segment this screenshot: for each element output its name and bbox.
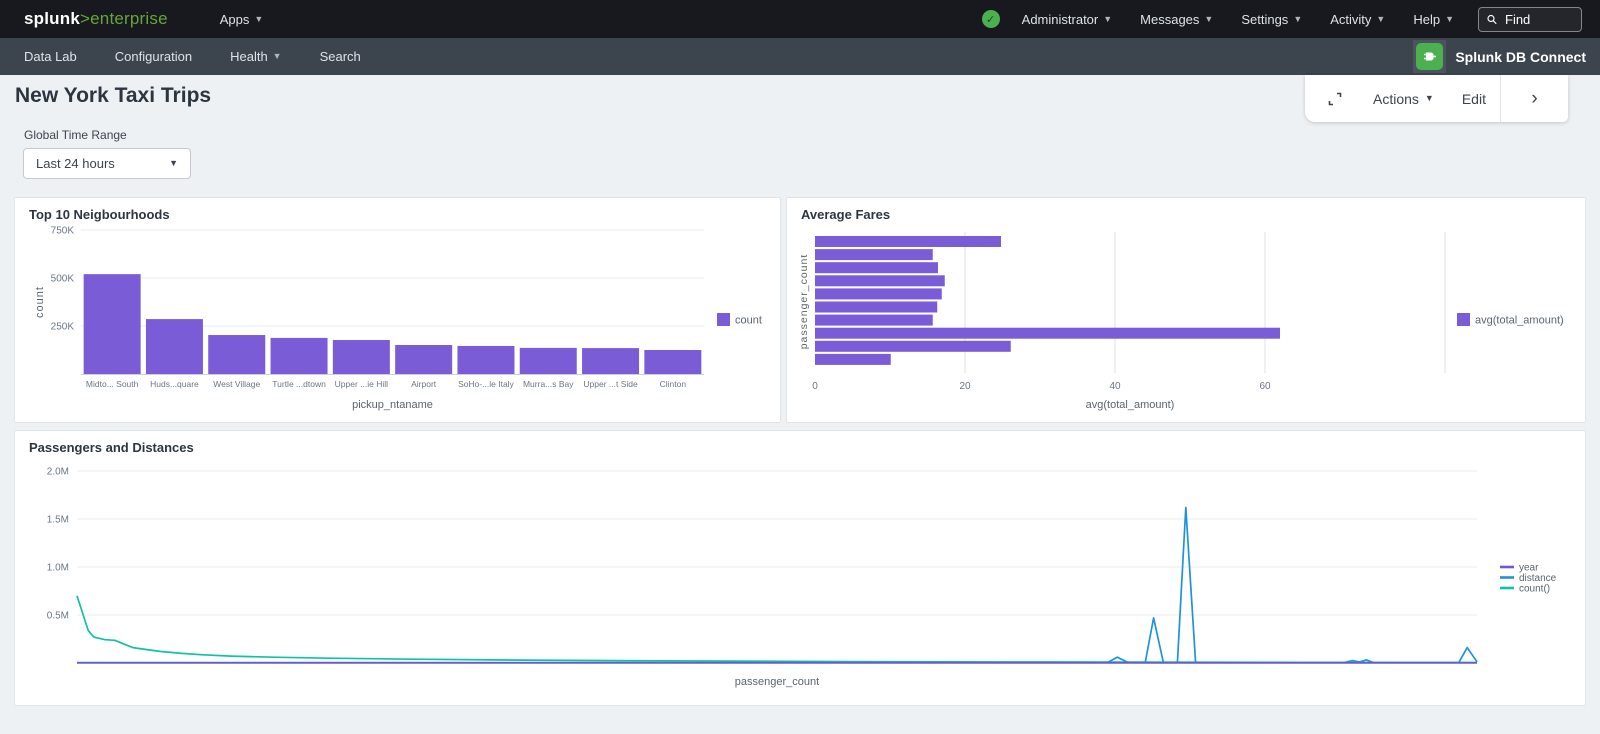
- svg-text:Midto... South: Midto... South: [86, 379, 139, 389]
- svg-text:Airport: Airport: [411, 379, 437, 389]
- caret-down-icon: ▼: [254, 13, 264, 24]
- caret-down-icon: ▼: [1376, 13, 1386, 24]
- passengers-distances-line-chart[interactable]: 2.0M 1.5M 1.0M 0.5M passenger_count yeardista…: [29, 455, 1573, 693]
- svg-text:40: 40: [1109, 381, 1121, 392]
- caret-down-icon: ▼: [169, 158, 178, 168]
- caret-down-icon: ▼: [1424, 93, 1434, 103]
- app-name: Splunk DB Connect: [1455, 48, 1586, 65]
- edit-button[interactable]: Edit: [1461, 90, 1486, 107]
- panel-title: Passengers and Distances: [29, 440, 194, 455]
- svg-text:20: 20: [959, 381, 971, 392]
- dashboard-toolbar: Actions ▼ Edit ›: [1305, 75, 1568, 122]
- svg-text:passenger_count: passenger_count: [801, 254, 810, 350]
- svg-text:0: 0: [812, 381, 818, 392]
- svg-text:Upper ...t Side: Upper ...t Side: [583, 379, 638, 389]
- svg-text:count: count: [735, 315, 762, 327]
- svg-text:distance: distance: [1519, 573, 1557, 584]
- svg-text:2.0M: 2.0M: [47, 467, 69, 478]
- logo-brand: splunk: [24, 9, 80, 28]
- find-input[interactable]: [1503, 10, 1573, 28]
- health-status-icon[interactable]: ✓: [981, 10, 1000, 28]
- time-range-value: Last 24 hours: [36, 156, 115, 171]
- app-brand[interactable]: Splunk DB Connect: [1413, 40, 1586, 73]
- svg-text:West Village: West Village: [213, 379, 260, 389]
- panel-title: Average Fares: [801, 207, 891, 222]
- actions-button[interactable]: Actions ▼: [1373, 90, 1434, 107]
- nav-item-data-lab[interactable]: Data Lab: [24, 49, 77, 64]
- page-title: New York Taxi Trips: [15, 84, 212, 107]
- svg-text:count: count: [34, 286, 46, 318]
- caret-down-icon: ▼: [272, 51, 282, 61]
- svg-text:1.0M: 1.0M: [47, 563, 69, 574]
- svg-text:avg(total_amount): avg(total_amount): [1475, 315, 1564, 327]
- top-10-neighbourhoods-bar-chart[interactable]: 250K 500K 750K Midto... South Huds...quare We…: [29, 222, 768, 418]
- menu-messages[interactable]: Messages ▼: [1140, 11, 1214, 27]
- svg-text:count(): count(): [1519, 584, 1550, 595]
- svg-text:Turtle ...dtown: Turtle ...dtown: [272, 379, 326, 389]
- panel-average-fares: Average Fares 0 20 40 60 avg(total_amount) pa…: [786, 197, 1586, 423]
- menu-administrator[interactable]: Administrator ▼: [1021, 11, 1113, 27]
- svg-text:750K: 750K: [51, 226, 75, 237]
- caret-down-icon: ▼: [1103, 13, 1113, 24]
- svg-text:passenger_count: passenger_count: [735, 676, 819, 688]
- nav-item-search[interactable]: Search: [319, 49, 361, 64]
- apps-menu-label: Apps: [219, 11, 250, 27]
- time-range-dropdown[interactable]: Last 24 hours ▼: [23, 148, 191, 179]
- apps-menu[interactable]: Apps ▼: [220, 12, 264, 27]
- svg-text:60: 60: [1259, 381, 1271, 392]
- app-icon-frame: [1413, 40, 1447, 73]
- top-navbar: splunk>enterprise Apps ▼ ✓ Administrator…: [0, 0, 1600, 38]
- logo-gt: >: [80, 9, 91, 28]
- find-search-box[interactable]: [1478, 6, 1582, 32]
- menu-settings[interactable]: Settings ▼: [1241, 11, 1303, 27]
- panel-top-10-neighbourhoods: Top 10 Neigbourhoods 250K 500K 750K Midto..…: [14, 197, 781, 423]
- chevron-right-button[interactable]: ›: [1531, 88, 1538, 109]
- svg-text:Upper ...ie Hill: Upper ...ie Hill: [335, 379, 388, 389]
- logo-product: enterprise: [90, 9, 168, 28]
- caret-down-icon: ▼: [1204, 13, 1214, 24]
- svg-text:Huds...quare: Huds...quare: [150, 379, 199, 389]
- splunk-logo[interactable]: splunk>enterprise: [24, 9, 168, 29]
- svg-text:year: year: [1519, 563, 1539, 574]
- topnav-menus: Administrator ▼ Messages ▼ Settings ▼ Activ…: [1022, 12, 1454, 27]
- menu-help[interactable]: Help ▼: [1413, 11, 1454, 27]
- svg-text:SoHo-...le Italy: SoHo-...le Italy: [458, 379, 514, 389]
- app-navbar: Data Lab Configuration Health ▼ Search Sp…: [0, 38, 1600, 75]
- caret-down-icon: ▼: [1293, 13, 1303, 24]
- svg-text:Murra...s Bay: Murra...s Bay: [523, 379, 574, 389]
- svg-text:0.5M: 0.5M: [47, 611, 69, 622]
- search-icon: [1487, 14, 1497, 24]
- menu-activity[interactable]: Activity ▼: [1330, 11, 1386, 27]
- nav-item-health[interactable]: Health ▼: [230, 49, 282, 64]
- svg-text:1.5M: 1.5M: [47, 515, 69, 526]
- svg-text:500K: 500K: [51, 274, 75, 285]
- time-range-label: Global Time Range: [24, 128, 127, 142]
- expand-icon: [1328, 92, 1342, 105]
- svg-text:avg(total_amount): avg(total_amount): [1086, 399, 1175, 411]
- toolbar-divider: [1499, 75, 1501, 122]
- svg-text:250K: 250K: [51, 322, 75, 333]
- panel-title: Top 10 Neigbourhoods: [29, 207, 170, 222]
- db-connect-plug-icon: [1416, 43, 1444, 70]
- caret-down-icon: ▼: [1445, 13, 1454, 24]
- fullscreen-button[interactable]: [1305, 75, 1359, 122]
- svg-text:pickup_ntaname: pickup_ntaname: [352, 399, 433, 411]
- panel-passengers-and-distances: Passengers and Distances 2.0M 1.5M 1.0M 0.5…: [14, 430, 1586, 706]
- svg-text:Clinton: Clinton: [660, 379, 687, 389]
- nav-item-configuration[interactable]: Configuration: [114, 49, 193, 64]
- appnav-items: Data Lab Configuration Health ▼ Search: [24, 49, 361, 64]
